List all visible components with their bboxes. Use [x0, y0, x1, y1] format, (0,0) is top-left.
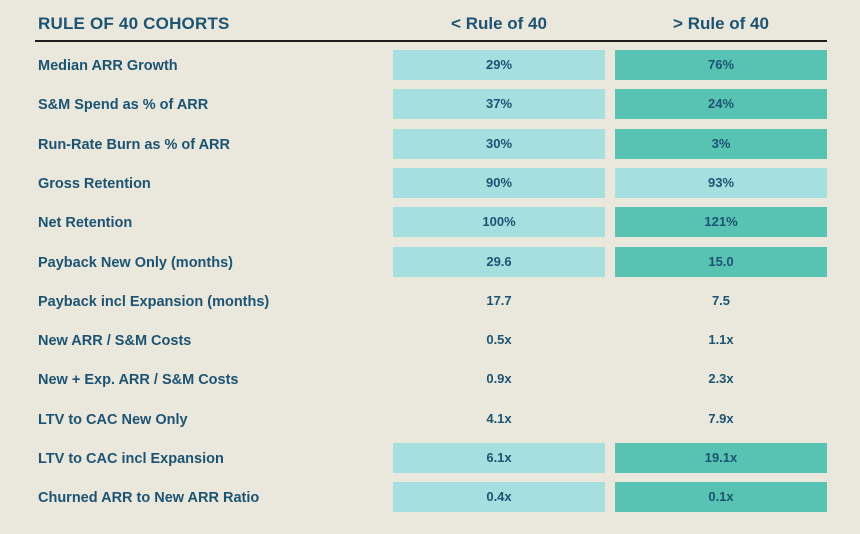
table-row: Gross Retention 90% 93% [0, 168, 860, 198]
cell-above-rule-of-40: 19.1x [615, 443, 827, 473]
row-label: Median ARR Growth [38, 58, 178, 74]
table-row: Run-Rate Burn as % of ARR 30% 3% [0, 129, 860, 159]
row-label: New ARR / S&M Costs [38, 333, 192, 349]
cell-above-rule-of-40: 0.1x [615, 482, 827, 512]
column-header-below-rule-of-40: < Rule of 40 [451, 14, 547, 33]
cell-below-rule-of-40: 4.1x [486, 411, 512, 426]
table-header: RULE OF 40 COHORTS < Rule of 40 > Rule o… [0, 0, 860, 40]
table-row: New ARR / S&M Costs 0.5x 1.1x [0, 325, 860, 355]
table-row: LTV to CAC New Only 4.1x 7.9x [0, 404, 860, 434]
cell-above-rule-of-40: 15.0 [615, 247, 827, 277]
cell-above-rule-of-40: 93% [615, 168, 827, 198]
cell-below-rule-of-40: 30% [393, 129, 605, 159]
cell-below-rule-of-40: 0.5x [486, 332, 512, 347]
row-label: S&M Spend as % of ARR [38, 97, 209, 113]
cell-above-rule-of-40: 76% [615, 50, 827, 80]
row-label: LTV to CAC incl Expansion [38, 451, 224, 467]
cell-below-rule-of-40: 37% [393, 89, 605, 119]
table-row: Payback New Only (months) 29.6 15.0 [0, 247, 860, 277]
table-row: Payback incl Expansion (months) 17.7 7.5 [0, 286, 860, 316]
row-label: Gross Retention [38, 176, 151, 192]
cell-below-rule-of-40: 0.9x [486, 371, 512, 386]
row-label: New + Exp. ARR / S&M Costs [38, 372, 239, 388]
row-label: Run-Rate Burn as % of ARR [38, 137, 230, 153]
cell-above-rule-of-40: 7.9x [708, 411, 734, 426]
cell-above-rule-of-40: 121% [615, 207, 827, 237]
table-row: New + Exp. ARR / S&M Costs 0.9x 2.3x [0, 364, 860, 394]
table-row: Net Retention 100% 121% [0, 207, 860, 237]
table-row: Median ARR Growth 29% 76% [0, 50, 860, 80]
row-label: Net Retention [38, 215, 133, 231]
cell-above-rule-of-40: 7.5 [711, 293, 731, 308]
cell-below-rule-of-40: 29% [393, 50, 605, 80]
header-divider [35, 40, 827, 42]
row-label: Payback incl Expansion (months) [38, 294, 270, 310]
row-label: Payback New Only (months) [38, 255, 233, 271]
table-title: RULE OF 40 COHORTS [38, 14, 230, 33]
cell-above-rule-of-40: 2.3x [708, 371, 734, 386]
cell-above-rule-of-40: 3% [615, 129, 827, 159]
cell-below-rule-of-40: 100% [393, 207, 605, 237]
cell-below-rule-of-40: 90% [393, 168, 605, 198]
table-row: Churned ARR to New ARR Ratio 0.4x 0.1x [0, 482, 860, 512]
table-row: LTV to CAC incl Expansion 6.1x 19.1x [0, 443, 860, 473]
row-label: Churned ARR to New ARR Ratio [38, 490, 260, 506]
cell-below-rule-of-40: 0.4x [393, 482, 605, 512]
column-header-above-rule-of-40: > Rule of 40 [673, 14, 769, 33]
cell-above-rule-of-40: 1.1x [708, 332, 734, 347]
cell-above-rule-of-40: 24% [615, 89, 827, 119]
table-row: S&M Spend as % of ARR 37% 24% [0, 89, 860, 119]
cell-below-rule-of-40: 6.1x [393, 443, 605, 473]
cell-below-rule-of-40: 29.6 [393, 247, 605, 277]
cell-below-rule-of-40: 17.7 [486, 293, 512, 308]
row-label: LTV to CAC New Only [38, 412, 188, 428]
